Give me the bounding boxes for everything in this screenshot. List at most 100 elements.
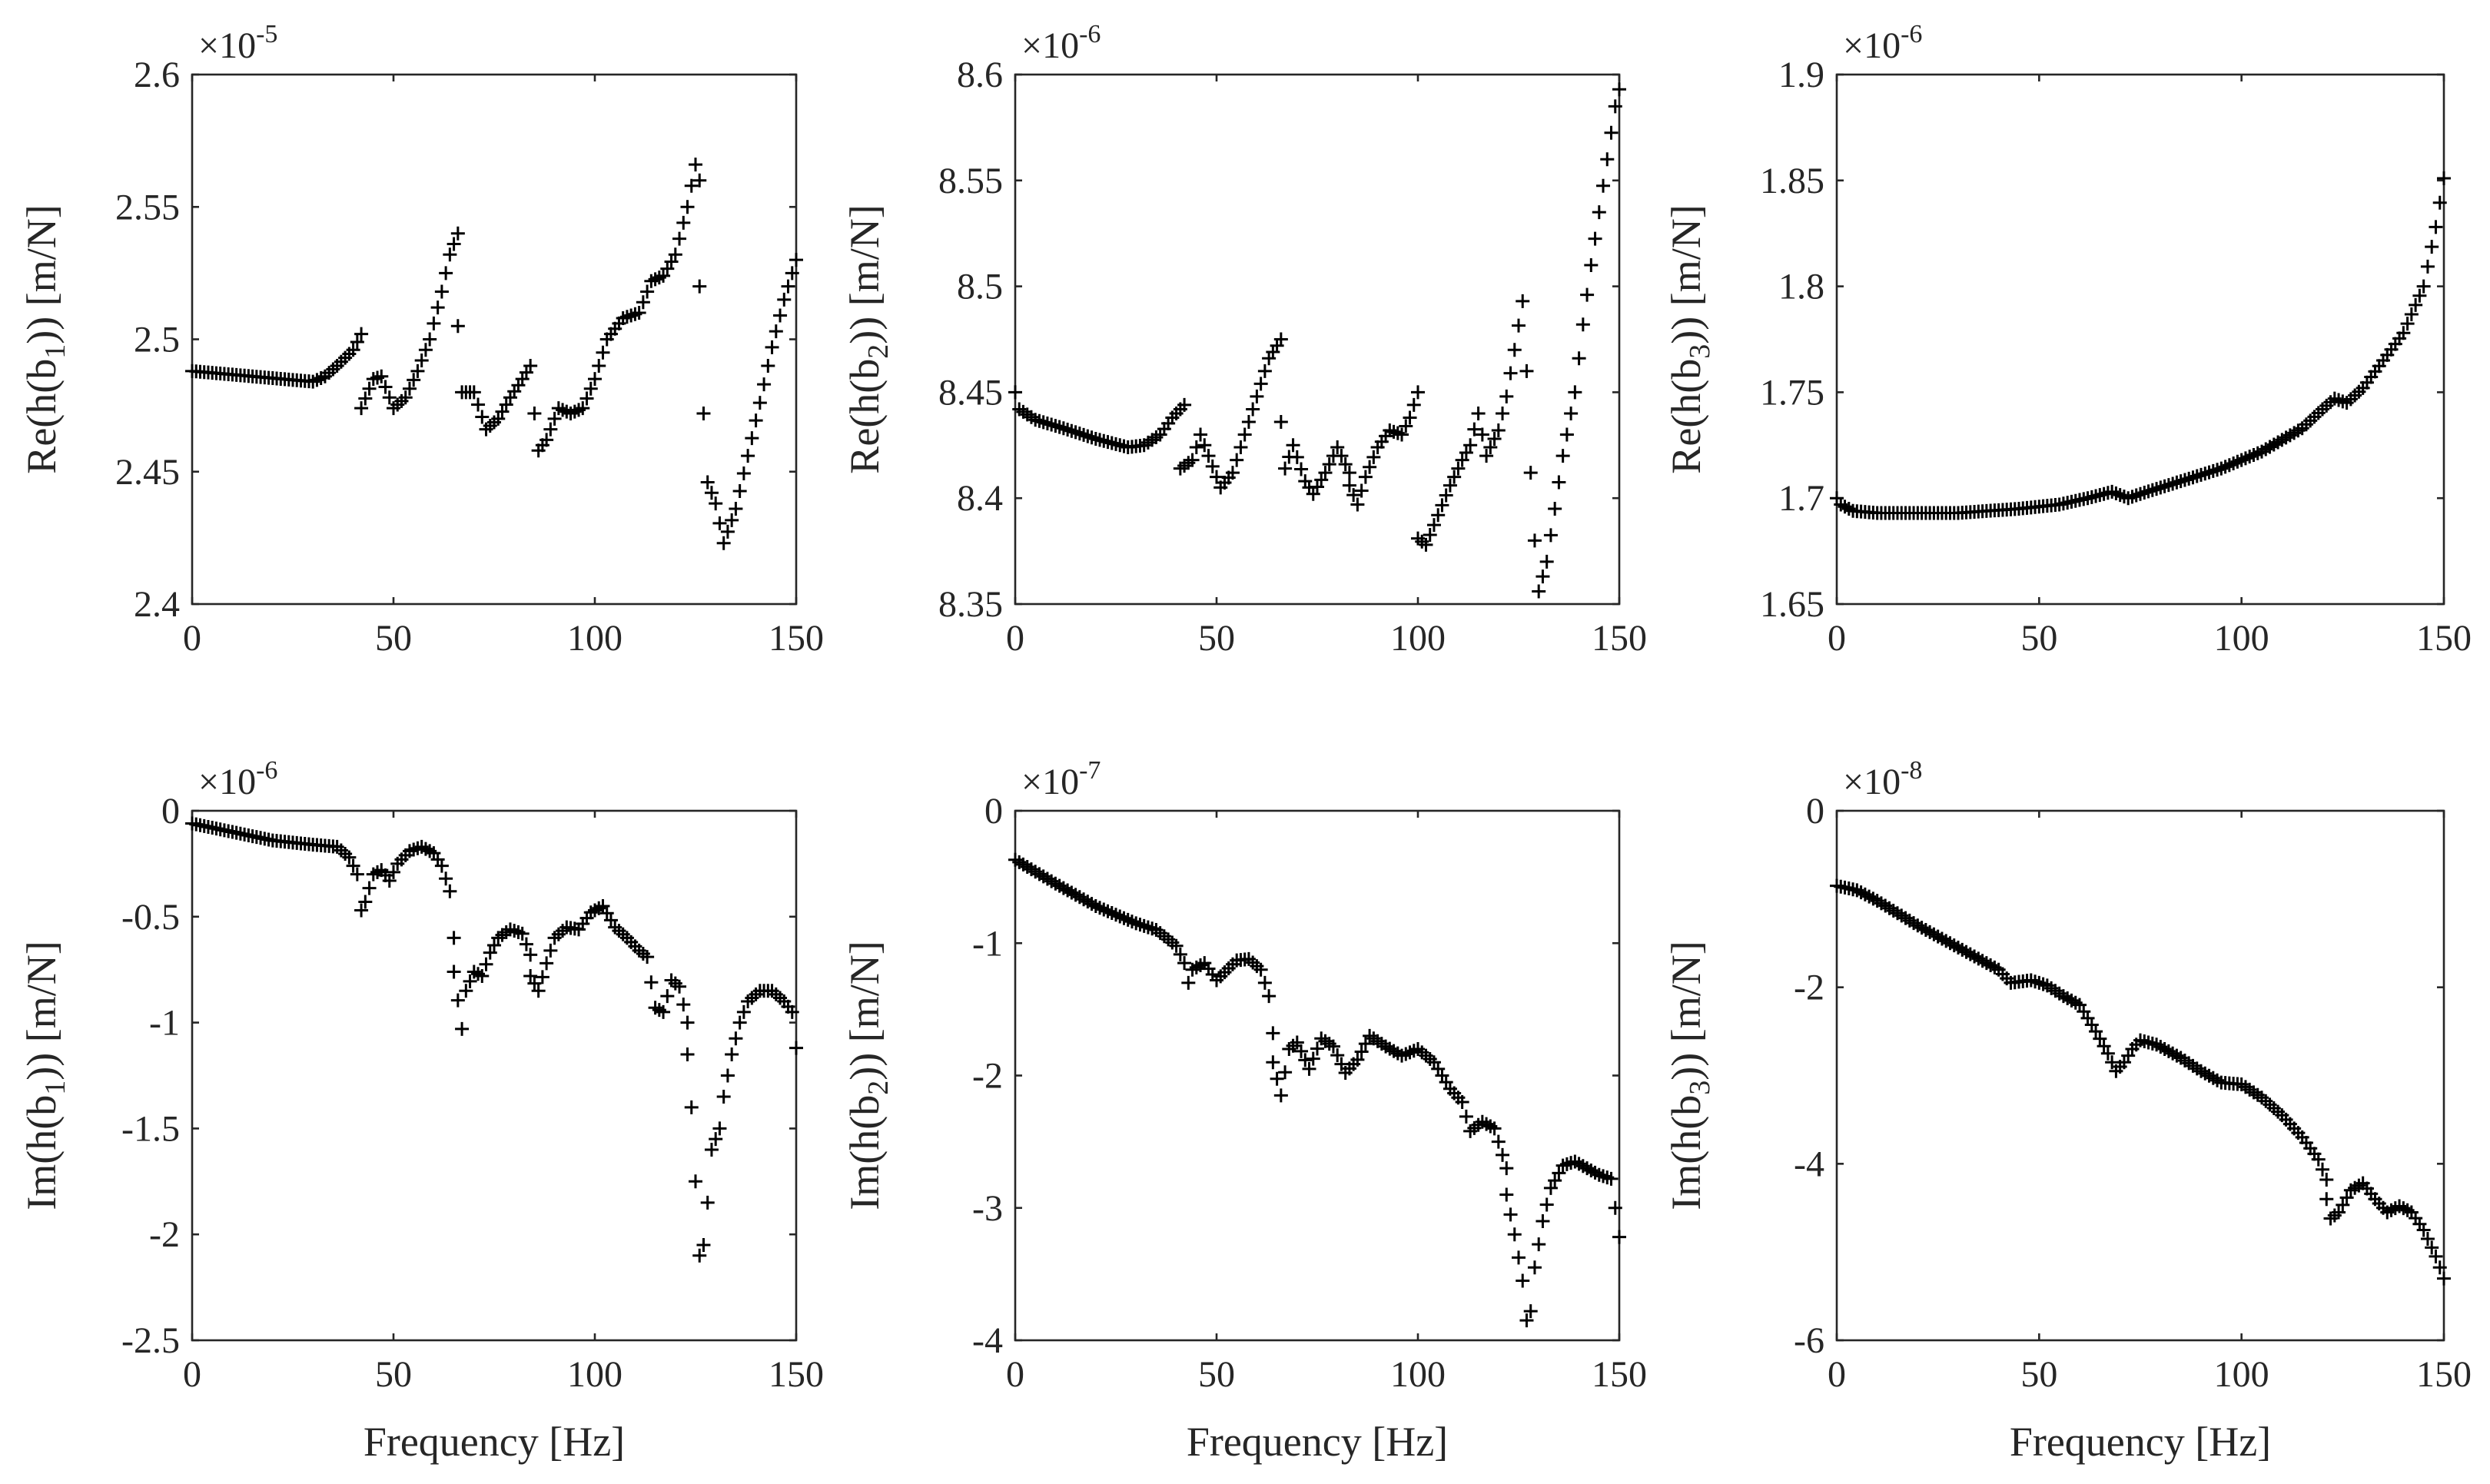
- y-label-main: Re(h(b: [18, 359, 65, 474]
- data-point: [1342, 466, 1356, 480]
- data-point: [1608, 1200, 1622, 1215]
- data-point: [579, 391, 594, 406]
- x-tick-label: 150: [769, 618, 824, 659]
- data-point: [450, 226, 465, 241]
- data-point: [1600, 152, 1615, 167]
- data-point: [540, 433, 554, 447]
- data-point: [752, 396, 767, 410]
- y-axis-label: Im(h(b3)) [m/N]: [1663, 941, 1716, 1210]
- data-point: [491, 411, 506, 426]
- data-point: [475, 968, 490, 983]
- panel-im-b2: 0 50 100 150 -4 -3 -2 -1 0 ×10-7 Im(h(b2)) [m/N] Fr…: [842, 756, 1647, 1465]
- y-tick-label: 0: [984, 791, 1003, 832]
- x-tick-label: 0: [1006, 1354, 1024, 1395]
- data-point: [1338, 457, 1353, 472]
- data-point: [680, 1015, 695, 1030]
- data-point: [423, 332, 437, 347]
- data-point: [398, 390, 413, 405]
- data-point: [2432, 1260, 2447, 1275]
- data-point: [535, 970, 549, 984]
- data-point: [2425, 1240, 2439, 1255]
- data-point: [1519, 1313, 1534, 1328]
- x-tick-label: 50: [375, 618, 412, 659]
- data-point: [2416, 1223, 2431, 1237]
- data-point: [487, 938, 501, 953]
- data-point: [1539, 554, 1554, 569]
- data-point: [773, 308, 788, 323]
- data-point: [704, 486, 719, 500]
- y-tick-label: 8.4: [957, 478, 1003, 519]
- data-point: [523, 968, 538, 983]
- data-point: [471, 397, 486, 412]
- y-label-tail: )) [m/N]: [1663, 941, 1709, 1080]
- multiplier-base: ×10: [198, 762, 256, 802]
- data-point: [757, 377, 772, 392]
- data-point: [342, 850, 357, 865]
- data-point: [1403, 410, 1417, 425]
- data-point: [427, 316, 441, 330]
- data-point: [1564, 406, 1579, 420]
- y-label-main: Re(h(b: [1663, 359, 1709, 474]
- data-point: [1273, 332, 1288, 347]
- data-point: [447, 964, 461, 979]
- data-point: [749, 413, 763, 428]
- y-tick-label: -1.5: [121, 1108, 180, 1149]
- data-point: [2420, 259, 2435, 274]
- data-point: [596, 345, 610, 360]
- data-point: [765, 340, 779, 354]
- data-point: [1491, 1134, 1506, 1149]
- y-tick-label: 8.35: [938, 584, 1003, 625]
- data-point: [1455, 453, 1469, 467]
- y-axis-label: Im(h(b2)) [m/N]: [842, 941, 895, 1210]
- data-point: [463, 974, 477, 988]
- y-label-subscript: 2: [862, 1081, 895, 1095]
- data-point: [362, 381, 377, 396]
- data-point: [499, 397, 513, 412]
- data-point: [1491, 423, 1506, 438]
- y-tick-label: 1.75: [1760, 372, 1824, 413]
- data-point: [1519, 364, 1534, 378]
- data-point: [2097, 1039, 2111, 1054]
- x-tick-label: 0: [1006, 618, 1024, 659]
- data-point: [720, 524, 735, 539]
- data-point: [1169, 938, 1184, 953]
- y-axis-label: Re(h(b3)) [m/N]: [1663, 204, 1716, 473]
- data-point: [1253, 377, 1268, 391]
- data-point: [418, 343, 433, 357]
- data-point: [1330, 1048, 1345, 1063]
- data-point: [1350, 1052, 1365, 1067]
- data-point: [374, 369, 389, 383]
- data-point: [1451, 461, 1466, 476]
- data-point: [1306, 1051, 1320, 1066]
- data-point: [515, 926, 530, 941]
- data-point: [2412, 288, 2427, 303]
- data-point: [1572, 351, 1586, 366]
- data-point: [709, 1132, 723, 1147]
- data-point: [712, 1121, 727, 1136]
- data-point: [2319, 1173, 2334, 1187]
- panel-im-b3: 0 50 100 150 -6 -4 -2 0 ×10-8 Im(h(b3)) [m/N] Freq…: [1663, 756, 2472, 1465]
- data-point: [2100, 1046, 2115, 1061]
- data-point: [692, 1248, 707, 1263]
- data-point: [636, 295, 650, 310]
- data-point: [382, 390, 397, 405]
- data-point: [1210, 470, 1223, 484]
- data-point: [1253, 962, 1268, 977]
- y-label-subscript: 1: [39, 344, 71, 359]
- data-point: [354, 401, 369, 416]
- data-point: [2437, 171, 2451, 186]
- y-label-main: Re(h(b: [842, 359, 888, 474]
- x-tick-label: 100: [1390, 618, 1446, 659]
- data-point: [1568, 385, 1582, 400]
- multiplier-exponent: -6: [1079, 20, 1101, 48]
- data-series: [1830, 878, 2451, 1286]
- y-tick-label: 1.8: [1778, 267, 1824, 307]
- data-point: [443, 247, 457, 262]
- data-point: [410, 364, 425, 378]
- data-point: [640, 950, 655, 964]
- data-point: [732, 484, 747, 499]
- data-point: [1552, 475, 1566, 490]
- data-point: [599, 906, 614, 921]
- data-point: [1262, 989, 1277, 1004]
- data-point: [1233, 440, 1248, 455]
